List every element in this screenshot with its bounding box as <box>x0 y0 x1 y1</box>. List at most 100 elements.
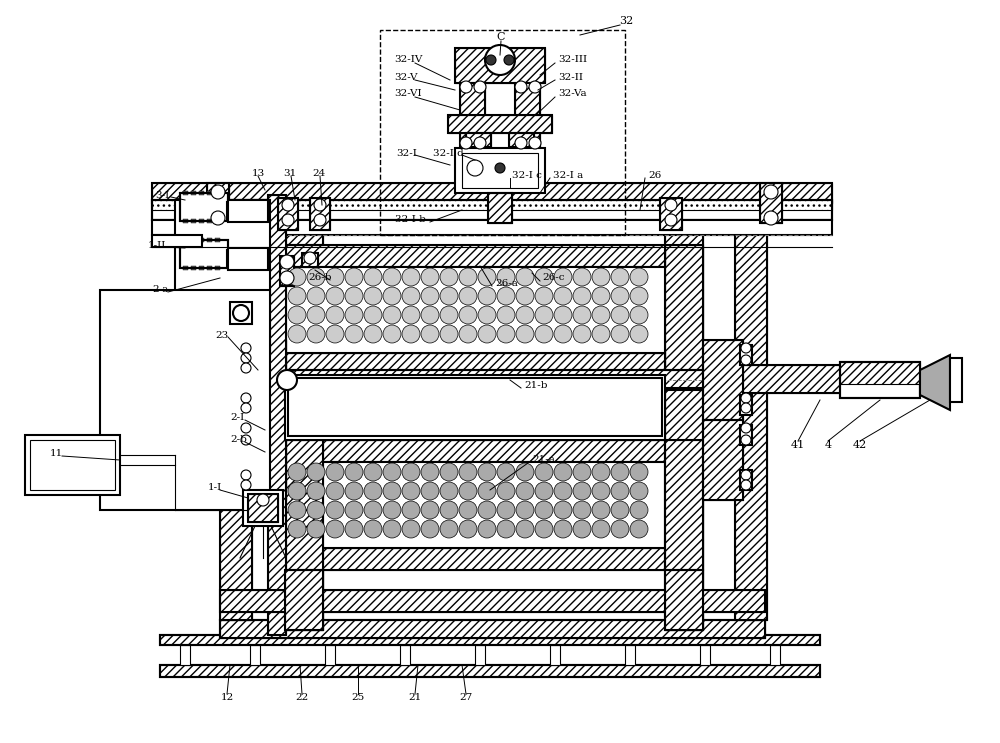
Bar <box>180 193 228 221</box>
Bar <box>665 200 703 630</box>
Circle shape <box>440 287 458 305</box>
Circle shape <box>459 501 477 519</box>
Text: 32-VI: 32-VI <box>394 89 422 99</box>
Bar <box>180 645 190 665</box>
Text: 2-b: 2-b <box>230 435 247 444</box>
Circle shape <box>611 306 629 324</box>
Bar <box>191 191 196 195</box>
Bar <box>665 440 703 570</box>
Circle shape <box>516 520 534 538</box>
Circle shape <box>326 325 344 343</box>
Bar <box>380 30 625 235</box>
Circle shape <box>535 268 553 286</box>
Bar <box>228 200 268 222</box>
Bar <box>460 83 485 148</box>
Circle shape <box>504 55 514 65</box>
Bar <box>740 425 752 445</box>
Bar <box>700 645 710 665</box>
Circle shape <box>741 393 751 403</box>
Circle shape <box>440 520 458 538</box>
Circle shape <box>592 501 610 519</box>
Bar <box>740 470 752 490</box>
Text: 31: 31 <box>283 169 296 178</box>
Bar <box>760 183 782 223</box>
Bar <box>228 248 268 270</box>
Circle shape <box>241 353 251 363</box>
Circle shape <box>592 268 610 286</box>
Circle shape <box>516 325 534 343</box>
Bar <box>515 83 540 148</box>
Circle shape <box>421 501 439 519</box>
Bar <box>220 620 765 638</box>
Circle shape <box>478 463 496 481</box>
Text: 26-c: 26-c <box>542 273 564 282</box>
Bar <box>840 362 920 398</box>
Bar <box>183 238 188 242</box>
Circle shape <box>611 482 629 500</box>
Circle shape <box>288 287 306 305</box>
Circle shape <box>474 81 486 93</box>
Circle shape <box>314 199 326 211</box>
Circle shape <box>383 520 401 538</box>
Text: 26-a: 26-a <box>495 279 518 288</box>
Bar <box>740 345 752 365</box>
Circle shape <box>497 306 515 324</box>
Circle shape <box>741 355 751 365</box>
Circle shape <box>326 287 344 305</box>
Bar <box>191 238 196 242</box>
Circle shape <box>516 306 534 324</box>
Circle shape <box>460 81 472 93</box>
Bar <box>215 238 220 242</box>
Text: 32: 32 <box>619 16 633 26</box>
Text: 2-I: 2-I <box>230 414 244 423</box>
Bar <box>665 245 703 375</box>
Circle shape <box>497 268 515 286</box>
Bar <box>152 200 832 220</box>
Circle shape <box>307 501 325 519</box>
Bar <box>152 235 202 247</box>
Circle shape <box>364 520 382 538</box>
Bar <box>258 295 266 470</box>
Text: 32-II: 32-II <box>558 73 583 82</box>
Circle shape <box>630 520 648 538</box>
Circle shape <box>535 520 553 538</box>
Bar <box>207 183 229 223</box>
Text: 1-II: 1-II <box>148 241 166 250</box>
Circle shape <box>478 268 496 286</box>
Bar <box>240 470 252 490</box>
Bar <box>207 238 212 242</box>
Circle shape <box>535 463 553 481</box>
Bar <box>550 645 560 665</box>
Bar <box>285 353 665 375</box>
Circle shape <box>383 306 401 324</box>
Bar <box>285 570 323 630</box>
Circle shape <box>497 482 515 500</box>
Bar <box>325 645 335 665</box>
Circle shape <box>280 271 294 285</box>
Bar <box>285 570 323 630</box>
Bar <box>703 420 743 500</box>
Bar <box>285 370 775 388</box>
Bar <box>278 198 298 230</box>
Text: 24: 24 <box>312 169 325 178</box>
Circle shape <box>592 482 610 500</box>
Bar <box>455 48 545 83</box>
Text: 4: 4 <box>824 440 832 450</box>
Circle shape <box>288 268 306 286</box>
Bar <box>455 148 545 193</box>
Circle shape <box>573 306 591 324</box>
Circle shape <box>241 423 251 433</box>
Bar <box>215 266 220 270</box>
Bar <box>455 48 545 83</box>
Bar <box>703 365 843 393</box>
Bar <box>191 219 196 223</box>
Bar <box>160 665 820 677</box>
Bar <box>285 440 665 462</box>
Circle shape <box>288 306 306 324</box>
Bar <box>183 266 188 270</box>
Circle shape <box>665 199 677 211</box>
Circle shape <box>573 501 591 519</box>
Circle shape <box>495 163 505 173</box>
Text: 3-I: 3-I <box>155 190 169 200</box>
Circle shape <box>535 501 553 519</box>
